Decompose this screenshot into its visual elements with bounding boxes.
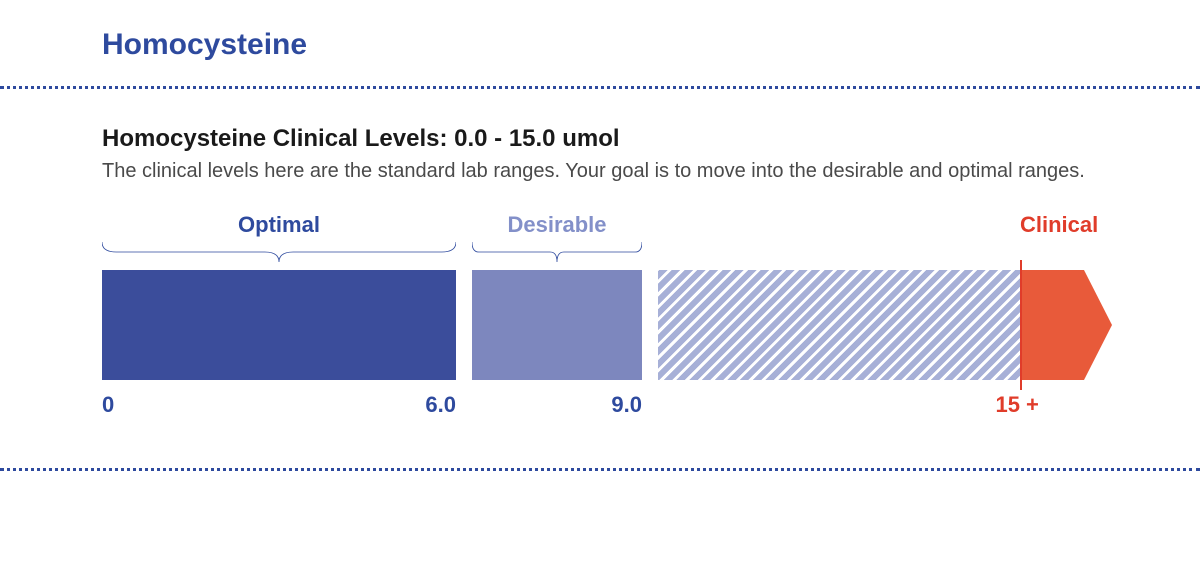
page-title: Homocysteine — [102, 28, 307, 62]
range-chart: Optimal Desirable Clinical 0 6.0 9.0 — [102, 212, 1112, 422]
tick-15: 15 — [996, 392, 1020, 418]
tick-9: 9.0 — [611, 392, 642, 418]
bracket-svg — [472, 242, 642, 262]
tick-6: 6.0 — [425, 392, 456, 418]
threshold-mark-15 — [1020, 260, 1022, 390]
bars-area — [102, 270, 1112, 380]
description: The clinical levels here are the standar… — [102, 160, 1085, 183]
range-label-desirable: Desirable — [472, 212, 642, 238]
bar-intermediate — [658, 270, 1020, 380]
bar-clinical — [1020, 270, 1084, 380]
bracket-desirable — [472, 242, 642, 262]
bar-optimal — [102, 270, 456, 380]
divider-bottom — [0, 468, 1200, 471]
range-label-optimal: Optimal — [102, 212, 456, 238]
page: Homocysteine Homocysteine Clinical Level… — [0, 0, 1200, 565]
tick-0: 0 — [102, 392, 114, 418]
bracket-svg — [102, 242, 456, 262]
subtitle: Homocysteine Clinical Levels: 0.0 - 15.0… — [102, 125, 620, 153]
divider-top — [0, 86, 1200, 89]
tick-plus: + — [1026, 392, 1039, 418]
range-label-clinical: Clinical — [1020, 212, 1084, 238]
bar-desirable — [472, 270, 642, 380]
bracket-optimal — [102, 242, 456, 262]
bar-clinical-arrowhead — [1084, 270, 1112, 380]
